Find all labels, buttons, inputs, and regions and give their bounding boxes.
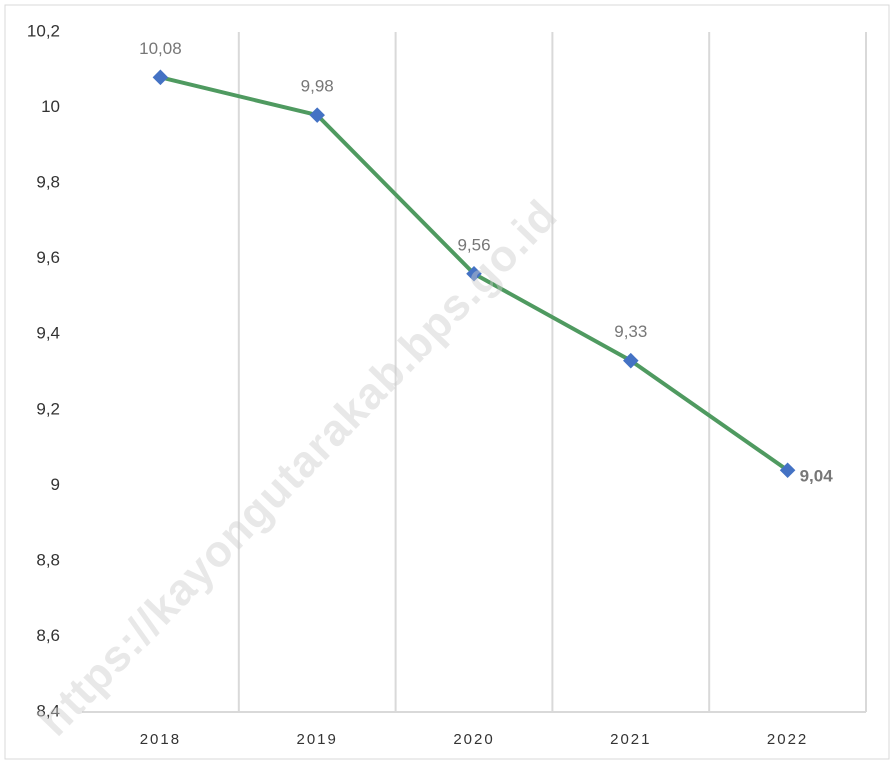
marker (152, 69, 169, 86)
y-tick-label: 9,2 (36, 399, 60, 418)
y-tick-label: 8,4 (36, 701, 60, 720)
x-tick-label: 2022 (767, 731, 808, 748)
data-label: 9,98 (301, 77, 334, 96)
data-label: 9,04 (800, 467, 834, 486)
y-tick-label: 9 (51, 475, 60, 494)
y-tick-label: 10,2 (27, 21, 60, 40)
x-tick-label: 2020 (453, 731, 494, 748)
y-tick-label: 10 (41, 97, 60, 116)
y-tick-label: 9,6 (36, 248, 60, 267)
y-tick-label: 8,6 (36, 626, 60, 645)
data-label: 9,56 (457, 235, 490, 254)
chart-frame (4, 4, 890, 760)
data-label: 10,08 (139, 39, 182, 58)
x-tick-label: 2018 (140, 731, 181, 748)
y-tick-label: 9,8 (36, 173, 60, 192)
x-tick-label: 2019 (297, 731, 338, 748)
data-label: 9,33 (614, 322, 647, 341)
y-tick-label: 8,8 (36, 550, 60, 569)
y-tick-label: 9,4 (36, 324, 60, 343)
x-tick-label: 2021 (610, 731, 651, 748)
